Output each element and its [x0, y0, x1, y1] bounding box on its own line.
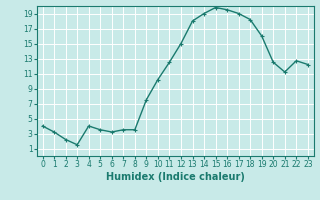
X-axis label: Humidex (Indice chaleur): Humidex (Indice chaleur): [106, 172, 244, 182]
